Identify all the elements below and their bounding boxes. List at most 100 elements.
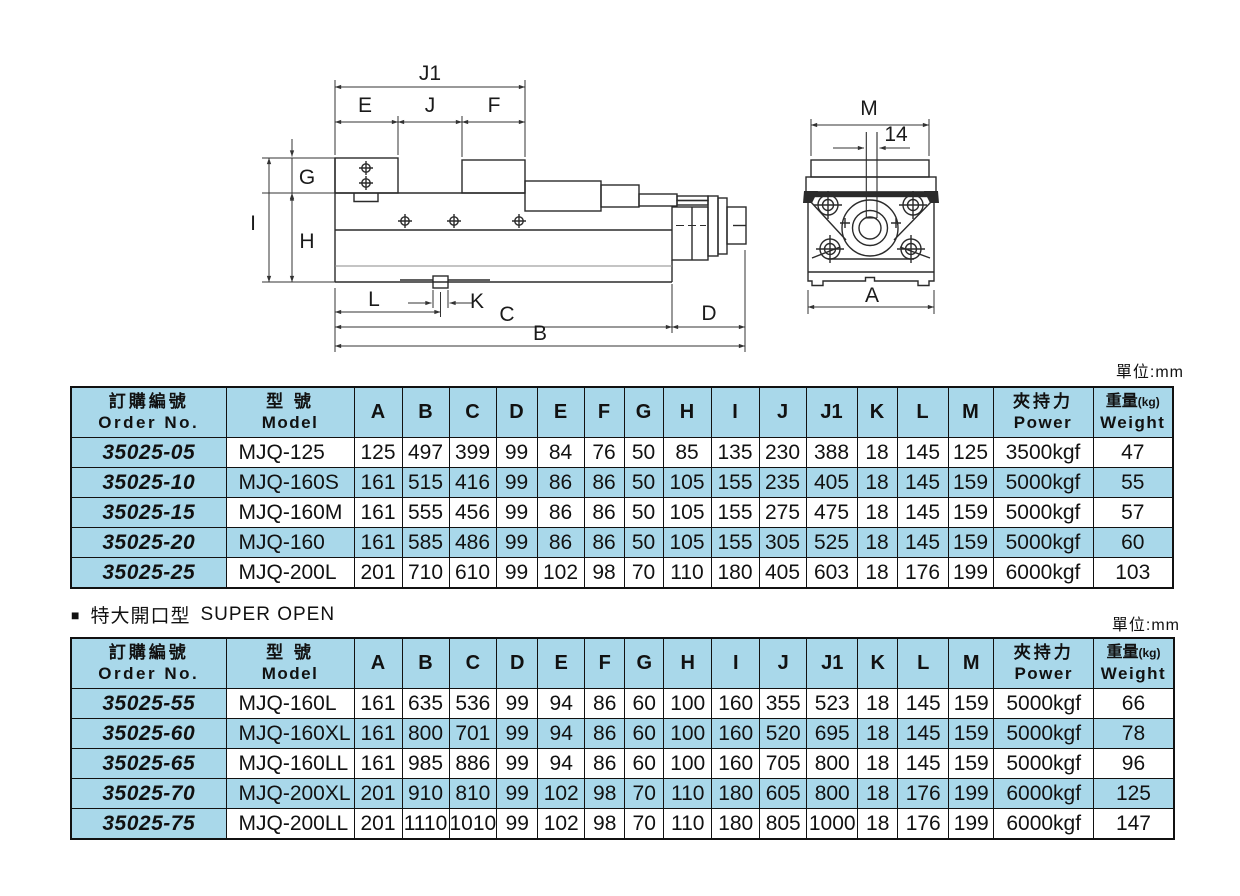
cell-dim: 85 [662,437,712,468]
cell-dim: 102 [537,808,586,839]
cell-dim: 886 [448,748,498,779]
dim-label-k: K [470,290,484,313]
cell-model: MJQ-200XL [225,778,355,809]
cell-dim: 18 [857,778,899,809]
cell-dim: 70 [623,557,664,588]
cell-dim: 84 [536,437,585,468]
col-dim-a: A [353,637,403,689]
cell-dim: 159 [947,497,994,528]
cell-power: 5000kgf [993,688,1095,719]
col-model-en: Model [261,413,319,433]
cell-dim: 416 [448,467,497,498]
cell-dim: 145 [896,467,949,498]
cell-dim: 805 [759,808,808,839]
cell-order: 35025-70 [70,778,227,809]
cell-dim: 50 [623,437,664,468]
cell-dim: 159 [947,467,994,498]
cell-dim: 199 [948,808,995,839]
cell-dim: 800 [806,748,859,779]
dim-label-b: B [533,322,547,345]
col-power: 夾持力 Power [993,637,1095,689]
cell-model: MJQ-160S [225,467,355,498]
cell-power: 6000kgf [992,557,1094,588]
dim-label-d: D [701,302,716,325]
section-marker-icon: ■ [71,606,81,623]
cell-weight: 66 [1093,688,1175,719]
cell-dim: 100 [663,748,713,779]
cell-dim: 405 [758,557,807,588]
col-weight: 重量(kg) Weight [1092,386,1174,438]
col-dim-h: H [663,637,713,689]
cell-dim: 102 [537,778,586,809]
cell-dim: 86 [584,748,626,779]
cell-dim: 515 [401,467,450,498]
cell-dim: 810 [448,778,498,809]
cell-dim: 99 [495,467,538,498]
cell-dim: 161 [353,527,403,558]
spec-table-main: 訂購編號 Order No. 型 號 Model A B C D E F G H… [70,386,1174,589]
col-dim-i: I [710,386,760,438]
cell-dim: 50 [623,467,664,498]
cell-dim: 525 [805,527,858,558]
cell-dim: 125 [353,437,403,468]
col-dim-i: I [711,637,761,689]
col-order-cn: 訂購編號 [108,643,189,663]
col-dim-l: L [897,637,950,689]
cell-dim: 86 [536,467,585,498]
dim-label-14: 14 [884,123,908,146]
dimension-lines [262,80,935,352]
col-weight-en: Weight [1100,663,1167,683]
cell-dim: 475 [805,497,858,528]
dim-label-j1: J1 [419,62,441,85]
col-dim-f: F [583,386,625,438]
cell-weight: 96 [1093,748,1175,779]
cell-model: MJQ-160LL [225,748,355,779]
cell-weight: 125 [1093,778,1175,809]
cell-dim: 603 [805,557,858,588]
cell-dim: 800 [401,718,450,749]
cell-dim: 99 [495,437,538,468]
col-dim-j1: J1 [805,386,858,438]
dim-label-g: G [299,166,315,189]
cell-weight: 57 [1092,497,1174,528]
cell-dim: 125 [947,437,994,468]
cell-dim: 199 [948,778,995,809]
col-dim-h: H [662,386,712,438]
dim-label-i: I [250,212,256,235]
cell-dim: 105 [662,527,712,558]
cell-dim: 86 [583,467,625,498]
cell-order: 35025-10 [70,467,227,498]
cell-dim: 180 [710,557,760,588]
dim-label-c: C [499,303,514,326]
cell-model: MJQ-160XL [225,718,355,749]
cell-dim: 50 [623,527,664,558]
col-weight-cn: 重量 [1106,643,1139,661]
cell-dim: 145 [897,748,950,779]
cell-dim: 201 [353,808,403,839]
section-title-cn: 特大開口型 [90,606,191,627]
cell-dim: 99 [496,688,539,719]
cell-dim: 18 [857,808,899,839]
col-dim-g: G [624,637,665,689]
cell-dim: 155 [710,527,760,558]
col-dim-k: K [857,637,899,689]
col-model-cn: 型 號 [266,643,314,663]
cell-dim: 275 [758,497,807,528]
col-model: 型 號 Model [225,637,355,689]
cell-dim: 18 [856,557,898,588]
col-dim-m: M [947,386,994,438]
col-dim-l: L [896,386,949,438]
section-title: ■ 特大開口型 SUPER OPEN [71,601,335,628]
col-dim-b: B [401,637,450,689]
header-row: 訂購編號 Order No. 型 號 Model A B C D E F G H… [70,386,1174,438]
cell-dim: 70 [624,808,665,839]
cell-dim: 161 [353,688,403,719]
cell-dim: 605 [759,778,808,809]
cell-model: MJQ-200LL [225,808,355,839]
cell-dim: 18 [857,688,899,719]
cell-dim: 1110 [401,808,450,839]
cell-dim: 99 [495,497,538,528]
cell-dim: 18 [857,718,899,749]
table-row: 35025-65 MJQ-160LL 161 985 886 99 94 86 60 100 160… [70,748,1175,779]
